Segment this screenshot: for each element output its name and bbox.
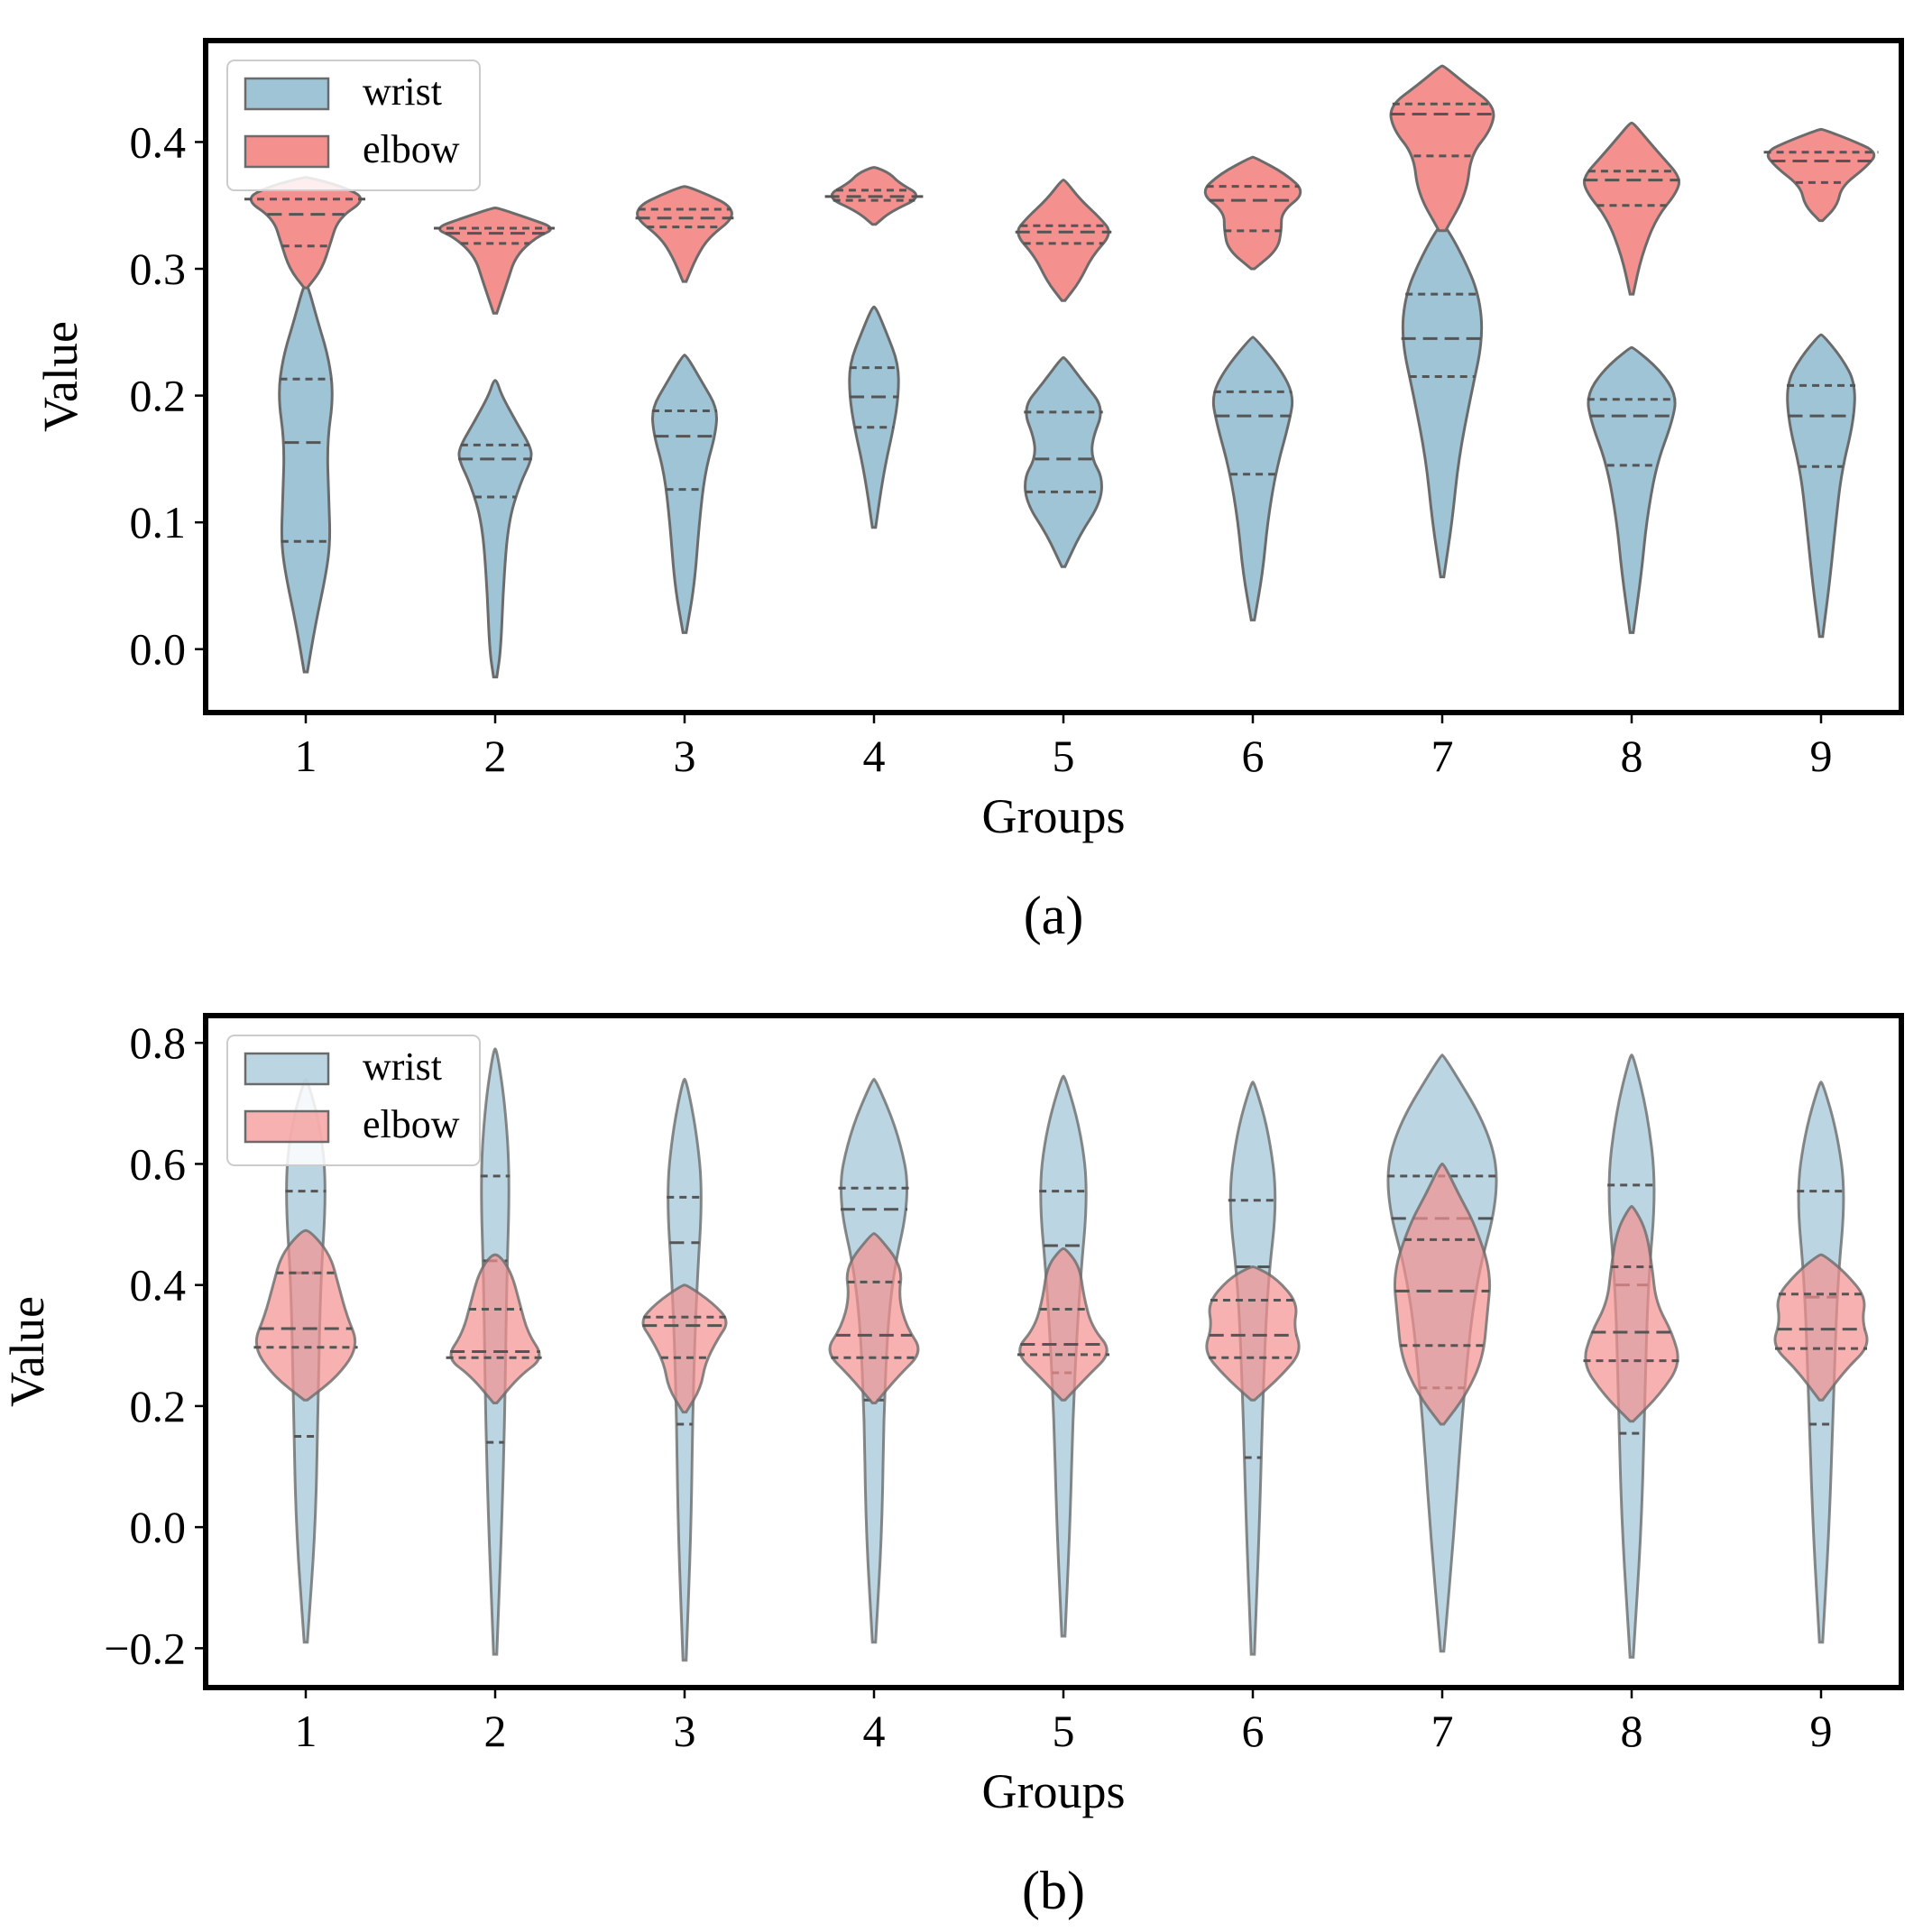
xtick-label: 1 <box>295 1706 317 1756</box>
ytick-label: −0.2 <box>104 1623 186 1673</box>
legend-label-wrist: wrist <box>363 1044 442 1089</box>
ytick-label: 0.3 <box>130 244 187 294</box>
legend-swatch-wrist <box>244 77 330 111</box>
panel-a: 0.0 0.1 0.2 0.3 0.4 1 2 3 4 5 6 7 8 9 Groups Value (a) wr… <box>33 38 1904 945</box>
xtick-label: 8 <box>1621 1706 1643 1756</box>
violin-body <box>1393 1162 1492 1426</box>
xtick-label: 9 <box>1810 1706 1833 1756</box>
violin-elbow-1 <box>253 1228 358 1402</box>
xtick-label: 7 <box>1431 1706 1454 1756</box>
xtick-label: 2 <box>484 1706 507 1756</box>
ytick-label: 0.0 <box>130 1502 187 1552</box>
legend: wrist elbow <box>226 60 481 191</box>
xtick-label: 2 <box>484 731 507 781</box>
violin-elbow-8 <box>1583 121 1680 296</box>
plot-frame <box>203 1013 1904 1690</box>
violin-body <box>449 1253 541 1404</box>
violin-body <box>848 305 900 529</box>
violin-elbow-2 <box>434 206 557 315</box>
violin-wrist-6 <box>1211 336 1294 621</box>
legend-swatch-elbow <box>244 134 330 169</box>
legend-label-elbow: elbow <box>363 127 460 171</box>
ytick-label: 0.4 <box>130 116 187 167</box>
violin-elbow-7 <box>1389 64 1495 233</box>
violin-elbow-6 <box>1203 155 1302 271</box>
violin-wrist-5 <box>1024 355 1103 568</box>
violin-wrist-3 <box>651 354 718 634</box>
violin-wrist-4 <box>848 305 900 529</box>
violin-elbow-5 <box>1015 179 1112 302</box>
violin-wrist-2 <box>457 379 533 679</box>
violin-elbow-5 <box>1017 1247 1109 1402</box>
xtick-label: 5 <box>1053 731 1075 781</box>
xtick-label: 4 <box>863 1706 886 1756</box>
violin-body <box>1786 333 1856 639</box>
violin-elbow-6 <box>1205 1265 1301 1402</box>
violin-body <box>1587 345 1677 634</box>
x-axis-label: Groups <box>982 1764 1126 1818</box>
violin-body <box>1389 64 1495 233</box>
panel-b: −0.2 0.0 0.2 0.4 0.6 0.8 1 2 3 4 5 6 7 8 9 Groups Value (… <box>0 1013 1904 1920</box>
ytick-label: 0.2 <box>130 371 187 421</box>
violin-body <box>1018 1247 1109 1402</box>
xtick-label: 3 <box>674 1706 696 1756</box>
ytick-label: 0.8 <box>130 1017 187 1068</box>
violin-body <box>457 379 533 679</box>
violins <box>244 64 1879 679</box>
y-axis-label: Value <box>33 321 87 432</box>
violin-elbow-8 <box>1583 1204 1680 1423</box>
ytick-label: 0.4 <box>130 1260 187 1311</box>
ytick-label: 0.6 <box>130 1138 187 1189</box>
violin-wrist-8 <box>1587 345 1677 634</box>
violin-body <box>1773 1253 1869 1402</box>
violin-elbow-9 <box>1773 1253 1869 1402</box>
xtick-label: 6 <box>1242 1706 1265 1756</box>
plot-frame <box>203 38 1904 715</box>
y-axis-label: Value <box>0 1296 54 1407</box>
violin-body <box>828 1232 920 1404</box>
x-axis-label: Groups <box>982 789 1126 843</box>
violin-body <box>651 354 718 634</box>
violin-wrist-9 <box>1786 333 1856 639</box>
panel-caption: (a) <box>1024 886 1084 945</box>
violins <box>253 1047 1869 1662</box>
xtick-label: 6 <box>1242 731 1265 781</box>
ytick-label: 0.2 <box>130 1381 187 1431</box>
xtick-label: 8 <box>1621 731 1643 781</box>
violin-body <box>1024 355 1103 568</box>
violin-body <box>641 1283 728 1414</box>
legend-swatch-wrist <box>244 1052 330 1086</box>
violin-body <box>1211 336 1294 621</box>
xtick-label: 9 <box>1810 731 1833 781</box>
panel-caption: (b) <box>1022 1861 1085 1920</box>
legend-label-wrist: wrist <box>363 69 442 114</box>
violin-elbow-4 <box>828 1232 920 1404</box>
violin-elbow-3 <box>641 1283 728 1414</box>
violin-body <box>1584 1204 1679 1423</box>
violin-elbow-7 <box>1393 1162 1492 1426</box>
violin-elbow-3 <box>635 185 734 283</box>
legend: wrist elbow <box>226 1035 481 1166</box>
xtick-label: 3 <box>674 731 696 781</box>
ytick-label: 0.0 <box>130 624 187 675</box>
xtick-label: 4 <box>863 731 886 781</box>
xtick-label: 1 <box>295 731 317 781</box>
violin-elbow-9 <box>1763 127 1879 223</box>
legend-swatch-elbow <box>244 1109 330 1144</box>
xtick-label: 7 <box>1431 731 1454 781</box>
ytick-label: 0.1 <box>130 497 187 547</box>
violin-elbow-2 <box>446 1253 545 1404</box>
violin-body <box>1583 121 1680 296</box>
violin-elbow-4 <box>824 166 924 226</box>
xtick-label: 5 <box>1053 1706 1075 1756</box>
legend-label-elbow: elbow <box>363 1102 460 1146</box>
